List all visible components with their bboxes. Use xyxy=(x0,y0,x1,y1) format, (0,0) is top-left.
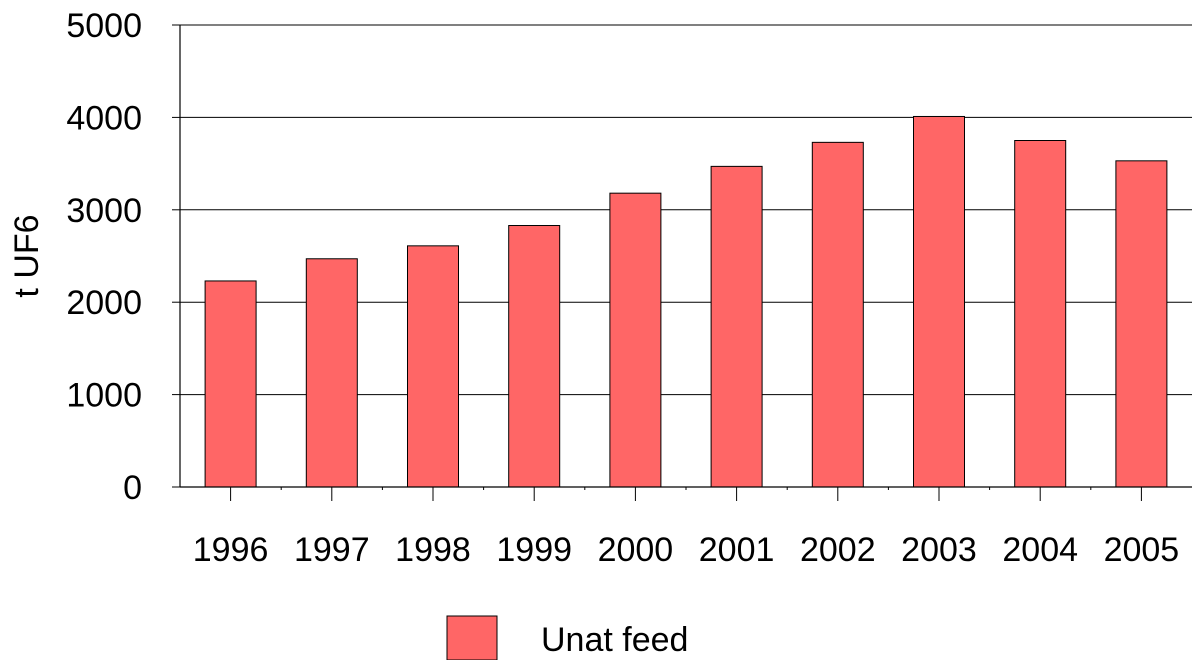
x-tick-label: 2002 xyxy=(800,531,876,569)
x-tick-label: 2000 xyxy=(598,531,674,569)
bar-1997 xyxy=(305,258,358,488)
x-tick-label: 1998 xyxy=(395,531,471,569)
x-tick-label: 2005 xyxy=(1104,531,1180,569)
axes xyxy=(179,25,1192,488)
legend-label: Unat feed xyxy=(541,621,688,659)
bar-2001 xyxy=(710,165,763,488)
legend-swatch xyxy=(446,615,498,660)
y-tick-label: 5000 xyxy=(66,7,142,45)
x-tick-labels: 1996 1997 1998 1999 2000 2001 2002 2003 2004 2005 xyxy=(193,531,1179,569)
y-axis-title: t UF6 xyxy=(8,214,46,297)
bar-1999 xyxy=(508,225,561,488)
y-tick-label: 4000 xyxy=(66,99,142,137)
bar-2002 xyxy=(811,141,864,488)
bar-1998 xyxy=(407,245,459,488)
bars xyxy=(204,115,1168,501)
x-tick-label: 1996 xyxy=(193,531,269,569)
y-tick-label: 0 xyxy=(123,469,142,507)
y-tick-labels: 0 1000 2000 3000 4000 5000 xyxy=(66,7,142,507)
x-tick-label: 1999 xyxy=(496,531,572,569)
bar-2000 xyxy=(609,192,662,488)
y-tick-label: 2000 xyxy=(66,284,142,322)
x-tick-label: 2004 xyxy=(1002,531,1078,569)
x-tick-label: 2001 xyxy=(699,531,775,569)
x-tick-label: 1997 xyxy=(294,531,370,569)
y-tick-label: 1000 xyxy=(66,377,142,415)
bar-2003 xyxy=(913,115,965,488)
legend: Unat feed xyxy=(446,615,688,660)
y-tick-label: 3000 xyxy=(66,192,142,230)
bar-2005 xyxy=(1115,160,1168,488)
x-tick-label: 2003 xyxy=(901,531,977,569)
bar-2004 xyxy=(1014,140,1067,488)
bar-1996 xyxy=(204,280,257,488)
